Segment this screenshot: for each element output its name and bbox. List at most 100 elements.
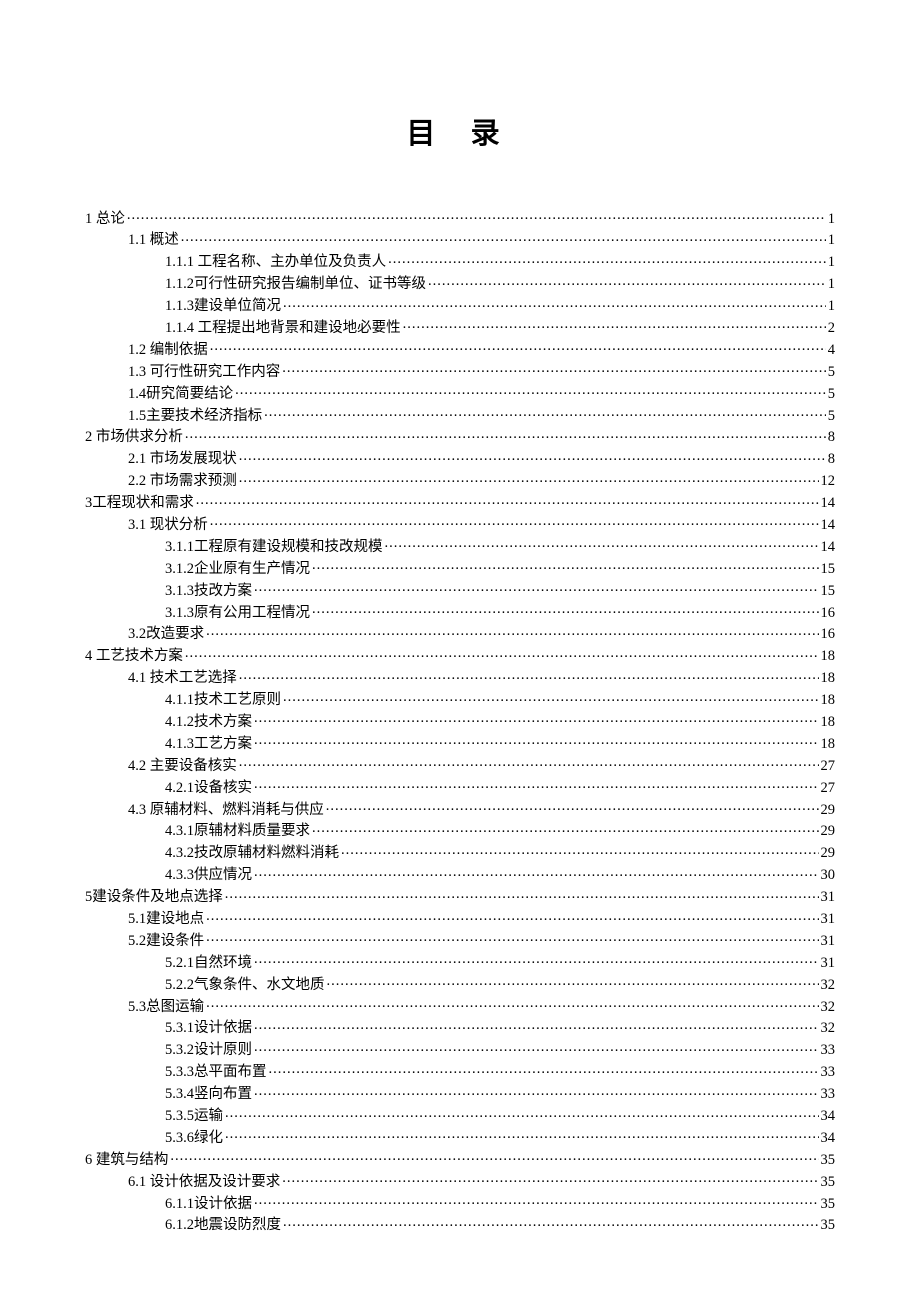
toc-entry: 1.1 概述1 <box>85 230 835 248</box>
toc-entry: 3.1.1工程原有建设规模和技改规模 14 <box>85 536 835 554</box>
toc-entry-page: 29 <box>821 803 836 818</box>
toc-entry-label: 3.1.3技改方案 <box>165 584 252 599</box>
toc-entry: 4.1.2技术方案 18 <box>85 711 835 729</box>
toc-leader-dots <box>206 930 818 945</box>
toc-entry-page: 27 <box>821 759 836 774</box>
toc-entry-label: 1.5主要技术经济指标 <box>128 409 262 424</box>
toc-entry-label: 5.3.2设计原则 <box>165 1043 252 1058</box>
toc-entry-page: 12 <box>821 474 836 489</box>
toc-entry-label: 4 工艺技术方案 <box>85 649 183 664</box>
toc-entry-page: 29 <box>821 824 836 839</box>
toc-entry-label: 1.4研究简要结论 <box>128 387 233 402</box>
toc-entry-page: 32 <box>821 1000 836 1015</box>
toc-entry: 5.3.4竖向布置 33 <box>85 1084 835 1102</box>
toc-leader-dots <box>385 536 819 551</box>
toc-leader-dots <box>127 208 826 223</box>
toc-entry: 1.1.3建设单位简况 1 <box>85 296 835 314</box>
toc-entry-label: 5.3.6绿化 <box>165 1131 223 1146</box>
toc-entry: 1.1.2可行性研究报告编制单位、证书等级 1 <box>85 274 835 292</box>
toc-entry-page: 33 <box>821 1065 836 1080</box>
toc-entry-label: 4.3 原辅材料、燃料消耗与供应 <box>128 803 324 818</box>
toc-leader-dots <box>181 230 826 245</box>
toc-entry: 2.2 市场需求预测12 <box>85 471 835 489</box>
toc-title: 目 录 <box>85 110 835 152</box>
toc-entry: 6.1.1设计依据 35 <box>85 1193 835 1211</box>
toc-leader-dots <box>254 711 819 726</box>
toc-entry-label: 5.3.1设计依据 <box>165 1021 252 1036</box>
toc-entry-label: 5.2.2气象条件、水文地质 <box>165 978 325 993</box>
toc-leader-dots <box>239 668 819 683</box>
toc-entry-page: 32 <box>821 1021 836 1036</box>
toc-leader-dots <box>196 493 819 508</box>
toc-entry-page: 35 <box>821 1218 836 1233</box>
toc-entry-page: 32 <box>821 978 836 993</box>
toc-entry-page: 27 <box>821 781 836 796</box>
toc-leader-dots <box>327 974 819 989</box>
toc-entry-page: 1 <box>828 277 835 292</box>
toc-entry-label: 1.1.4 工程提出地背景和建设地必要性 <box>165 321 401 336</box>
toc-entry-page: 29 <box>821 846 836 861</box>
toc-entry-label: 1 总论 <box>85 212 125 227</box>
toc-entry: 6 建筑与结构35 <box>85 1149 835 1167</box>
toc-entry-label: 3.1.1工程原有建设规模和技改规模 <box>165 540 383 555</box>
toc-entry-label: 4.1 技术工艺选择 <box>128 671 237 686</box>
toc-entry-label: 1.1.1 工程名称、主办单位及负责人 <box>165 255 386 270</box>
toc-entry: 1.4研究简要结论5 <box>85 383 835 401</box>
toc-entry: 5.2.2气象条件、水文地质 32 <box>85 974 835 992</box>
toc-entry-page: 14 <box>821 496 836 511</box>
toc-leader-dots <box>312 602 819 617</box>
toc-entry: 2.1 市场发展现状8 <box>85 449 835 467</box>
toc-entry-page: 5 <box>828 409 835 424</box>
toc-entry: 5.2.1自然环境 31 <box>85 952 835 970</box>
toc-entry-page: 34 <box>821 1109 836 1124</box>
toc-entry: 1.1.1 工程名称、主办单位及负责人 1 <box>85 252 835 270</box>
toc-list: 1 总论11.1 概述11.1.1 工程名称、主办单位及负责人 11.1.2可行… <box>85 208 835 1233</box>
toc-entry-page: 1 <box>828 233 835 248</box>
toc-entry: 4.1.3工艺方案 18 <box>85 733 835 751</box>
toc-entry-label: 6.1.2地震设防烈度 <box>165 1218 281 1233</box>
toc-entry-label: 3.1 现状分析 <box>128 518 208 533</box>
toc-entry-label: 4.2.1设备核实 <box>165 781 252 796</box>
toc-entry: 4.3 原辅材料、燃料消耗与供应 29 <box>85 799 835 817</box>
toc-entry-page: 18 <box>821 693 836 708</box>
toc-leader-dots <box>225 1106 819 1121</box>
toc-leader-dots <box>388 252 826 267</box>
toc-entry-page: 31 <box>821 934 836 949</box>
toc-entry-label: 4.3.3供应情况 <box>165 868 252 883</box>
toc-entry-label: 5.3总图运输 <box>128 1000 204 1015</box>
toc-entry-label: 5.3.4竖向布置 <box>165 1087 252 1102</box>
toc-leader-dots <box>282 1171 818 1186</box>
toc-leader-dots <box>206 996 818 1011</box>
toc-entry: 1 总论1 <box>85 208 835 226</box>
toc-entry-label: 4.1.2技术方案 <box>165 715 252 730</box>
toc-entry: 1.2 编制依据 4 <box>85 339 835 357</box>
toc-entry-page: 5 <box>828 365 835 380</box>
toc-entry: 1.3 可行性研究工作内容 5 <box>85 361 835 379</box>
toc-entry-page: 18 <box>821 649 836 664</box>
toc-entry-page: 16 <box>821 627 836 642</box>
toc-leader-dots <box>254 865 819 880</box>
toc-entry-label: 3.2改造要求 <box>128 627 204 642</box>
toc-entry-page: 1 <box>828 255 835 270</box>
toc-entry-page: 18 <box>821 737 836 752</box>
toc-leader-dots <box>210 339 826 354</box>
toc-entry-label: 5.2建设条件 <box>128 934 204 949</box>
toc-entry-label: 4.3.1原辅材料质量要求 <box>165 824 310 839</box>
toc-leader-dots <box>254 1018 819 1033</box>
toc-entry: 3工程现状和需求 14 <box>85 493 835 511</box>
toc-entry-label: 4.1.3工艺方案 <box>165 737 252 752</box>
toc-entry-page: 31 <box>821 912 836 927</box>
toc-entry: 5.3.5运输 34 <box>85 1106 835 1124</box>
toc-entry: 3.1 现状分析14 <box>85 514 835 532</box>
toc-entry: 3.2改造要求 16 <box>85 624 835 642</box>
toc-entry: 2 市场供求分析8 <box>85 427 835 445</box>
toc-leader-dots <box>185 646 819 661</box>
toc-entry-label: 1.3 可行性研究工作内容 <box>128 365 280 380</box>
toc-leader-dots <box>254 733 819 748</box>
toc-entry-label: 3工程现状和需求 <box>85 496 194 511</box>
toc-entry-label: 1.1.2可行性研究报告编制单位、证书等级 <box>165 277 426 292</box>
toc-entry-page: 18 <box>821 671 836 686</box>
toc-leader-dots <box>312 821 819 836</box>
toc-entry-page: 15 <box>821 584 836 599</box>
toc-entry-page: 35 <box>821 1197 836 1212</box>
